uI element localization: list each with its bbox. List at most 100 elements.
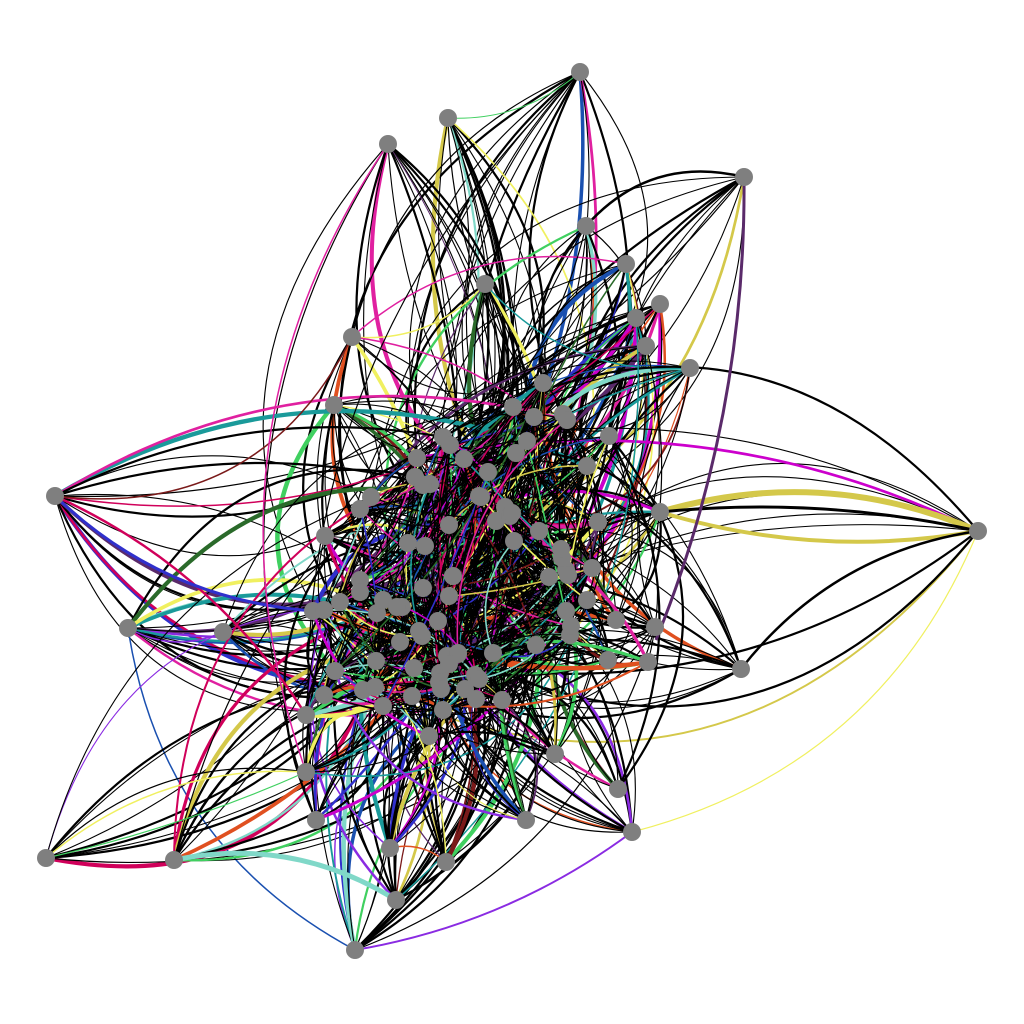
graph-node — [530, 522, 548, 540]
graph-node — [399, 534, 417, 552]
graph-node — [578, 591, 596, 609]
edge — [538, 528, 742, 670]
graph-node — [403, 687, 421, 705]
edge — [54, 303, 661, 507]
graph-node — [315, 601, 333, 619]
graph-node — [408, 449, 426, 467]
edge — [411, 444, 453, 697]
graph-node — [552, 540, 570, 558]
graph-node — [484, 644, 502, 662]
graph-node — [410, 622, 428, 640]
graph-node — [504, 398, 522, 416]
edge — [359, 508, 450, 527]
edge — [567, 435, 610, 576]
edge — [45, 496, 372, 859]
graph-node — [479, 463, 497, 481]
graph-node — [388, 598, 406, 616]
graph-node — [316, 527, 334, 545]
graph-node — [414, 476, 432, 494]
edge — [262, 143, 389, 773]
graph-node — [589, 513, 607, 531]
graph-node — [456, 680, 474, 698]
edge — [53, 494, 314, 613]
edge — [382, 634, 571, 711]
graph-node — [351, 500, 369, 518]
graph-node — [119, 619, 137, 637]
edge — [513, 465, 588, 542]
edge — [654, 176, 746, 641]
edge — [173, 850, 398, 903]
edge — [449, 413, 564, 450]
graph-node — [346, 941, 364, 959]
graph-node — [414, 579, 432, 597]
graph-node — [577, 217, 595, 235]
graph-node — [651, 295, 669, 313]
graph-node — [362, 488, 380, 506]
graph-node — [367, 652, 385, 670]
edge — [428, 576, 550, 737]
edge — [567, 634, 619, 790]
edge — [306, 609, 325, 696]
graph-node — [351, 583, 369, 601]
graph-node — [646, 618, 664, 636]
graph-node — [441, 436, 459, 454]
graph-node — [331, 593, 349, 611]
edge — [359, 416, 535, 593]
graph-node — [379, 135, 397, 153]
edge — [323, 659, 609, 716]
edge — [410, 483, 431, 632]
edge — [334, 382, 544, 672]
edge — [480, 496, 588, 601]
graph-node — [374, 697, 392, 715]
graph-node — [540, 568, 558, 586]
edge — [412, 444, 451, 690]
edge — [608, 435, 633, 621]
edge — [475, 697, 556, 755]
edge — [554, 345, 663, 755]
edge — [45, 771, 307, 859]
edge — [395, 625, 573, 901]
edge — [740, 529, 979, 670]
edge — [354, 626, 656, 951]
graph-node — [444, 567, 462, 585]
graph-node — [440, 516, 458, 534]
graph-node — [366, 678, 384, 696]
edge — [501, 634, 571, 701]
graph-node — [623, 823, 641, 841]
edge — [428, 440, 530, 737]
graph-node — [639, 653, 657, 671]
graph-node — [571, 63, 589, 81]
edge — [608, 435, 661, 790]
edge — [418, 452, 517, 632]
graph-node — [600, 427, 618, 445]
graph-node — [440, 655, 458, 673]
graph-node — [343, 328, 361, 346]
graph-node — [627, 309, 645, 327]
graph-node — [416, 537, 434, 555]
graph-node — [651, 503, 669, 521]
edge — [351, 336, 588, 467]
graph-node — [735, 168, 753, 186]
edge — [339, 406, 514, 603]
edge — [45, 767, 307, 859]
graph-node — [391, 633, 409, 651]
edge — [334, 670, 442, 697]
graph-node — [517, 811, 535, 829]
graph-node — [472, 488, 490, 506]
graph-node — [599, 651, 617, 669]
graph-node — [534, 374, 552, 392]
graph-node — [405, 659, 423, 677]
graph-node — [559, 566, 577, 584]
graph-node — [297, 706, 315, 724]
edge — [511, 512, 588, 601]
graph-node — [527, 636, 545, 654]
edge — [484, 283, 691, 370]
graph-node — [681, 359, 699, 377]
edge — [45, 660, 379, 869]
graph-node — [503, 504, 521, 522]
graph-node — [562, 617, 580, 635]
graph-node — [578, 457, 596, 475]
graph-node — [558, 411, 576, 429]
edge — [54, 436, 444, 518]
